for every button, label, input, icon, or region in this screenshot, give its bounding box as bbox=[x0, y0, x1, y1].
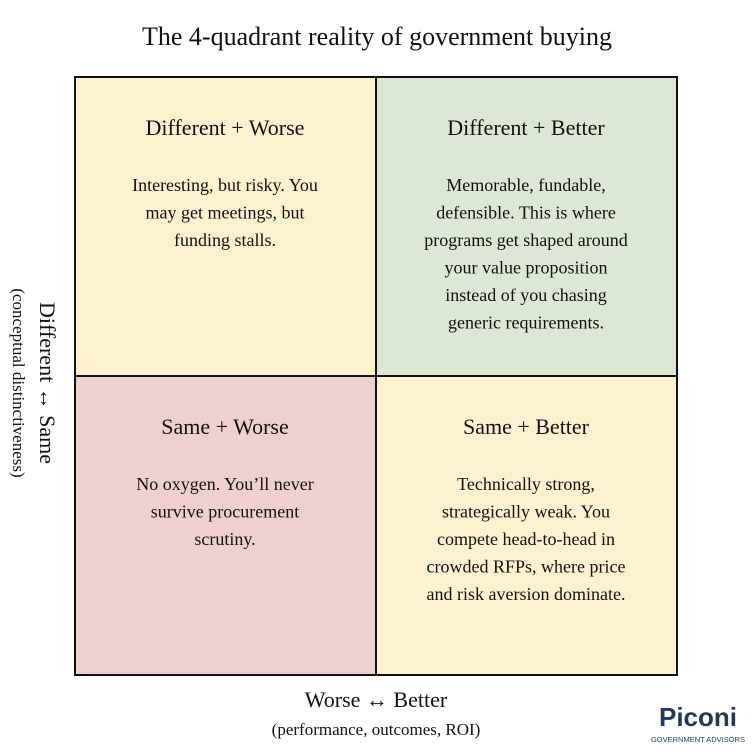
quadrant-bg bbox=[376, 77, 677, 376]
y-axis-label: Different ↔ Same bbox=[35, 302, 60, 464]
y-axis-sublabel: (conceptual distinctiveness) bbox=[9, 288, 28, 477]
quadrant-text: strategically weak. You bbox=[442, 502, 610, 522]
title: The 4-quadrant reality of government buy… bbox=[142, 22, 612, 51]
quadrant-bg bbox=[376, 376, 677, 675]
quadrant-title: Same + Worse bbox=[161, 414, 289, 439]
quadrant-text: generic requirements. bbox=[448, 313, 604, 333]
quadrant-text: No oxygen. You’ll never bbox=[136, 474, 314, 494]
quadrant-text: Interesting, but risky. You bbox=[132, 175, 318, 195]
quadrant-text: and risk aversion dominate. bbox=[427, 584, 626, 604]
quadrant-text: programs get shaped around bbox=[424, 230, 627, 250]
quadrant-text: may get meetings, but bbox=[146, 203, 305, 223]
quadrant-title: Different + Better bbox=[447, 115, 605, 140]
quadrant-title: Different + Worse bbox=[146, 115, 305, 140]
quadrant-text: instead of you chasing bbox=[445, 285, 606, 305]
quadrant-text: your value proposition bbox=[445, 258, 608, 278]
quadrant-bg bbox=[75, 376, 376, 675]
quadrant-text: defensible. This is where bbox=[436, 203, 616, 223]
quadrant-text: compete head-to-head in bbox=[437, 529, 615, 549]
quadrant-bg bbox=[75, 77, 376, 376]
logo-tagline: GOVERNMENT ADVISORS bbox=[651, 735, 745, 744]
quadrant-text: survive procurement bbox=[151, 502, 299, 522]
x-axis-label: Worse ↔ Better bbox=[305, 687, 448, 712]
quadrant-text: crowded RFPs, where price bbox=[427, 557, 626, 577]
quadrant-title: Same + Better bbox=[463, 414, 590, 439]
quadrant-text: funding stalls. bbox=[174, 230, 276, 250]
quadrant-text: scrutiny. bbox=[194, 529, 255, 549]
logo-name: Piconi bbox=[659, 702, 737, 732]
quadrant-text: Memorable, fundable, bbox=[446, 175, 605, 195]
quadrant-text: Technically strong, bbox=[457, 474, 595, 494]
x-axis-sublabel: (performance, outcomes, ROI) bbox=[272, 720, 481, 739]
